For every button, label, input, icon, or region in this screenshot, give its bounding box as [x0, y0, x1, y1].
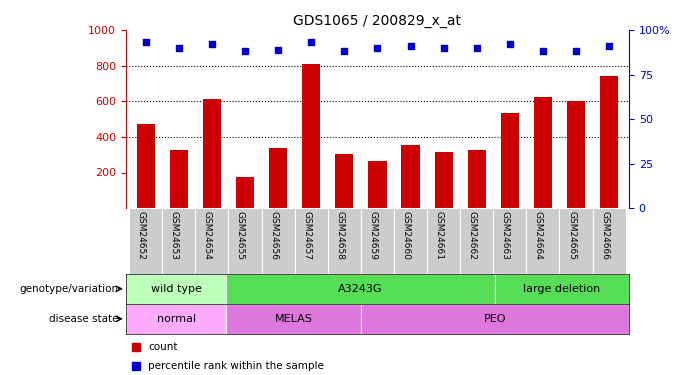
Bar — [360, 304, 629, 334]
Point — [604, 43, 615, 49]
Text: GSM24657: GSM24657 — [302, 211, 311, 260]
Bar — [534, 97, 552, 208]
Bar — [526, 208, 560, 274]
Point — [505, 41, 515, 47]
Point — [537, 48, 548, 54]
Bar — [500, 113, 519, 208]
Text: GSM24661: GSM24661 — [435, 211, 443, 260]
Bar — [328, 208, 361, 274]
Bar — [435, 152, 453, 208]
Point — [372, 45, 383, 51]
Bar — [262, 208, 294, 274]
Text: disease state: disease state — [50, 314, 119, 324]
Title: GDS1065 / 200829_x_at: GDS1065 / 200829_x_at — [293, 13, 462, 28]
Point — [239, 48, 250, 54]
Bar — [170, 150, 188, 208]
Point — [471, 45, 482, 51]
Point — [306, 39, 317, 45]
Text: GSM24654: GSM24654 — [203, 211, 212, 260]
Bar — [468, 150, 486, 208]
Text: GSM24660: GSM24660 — [401, 211, 411, 260]
Bar — [600, 76, 618, 208]
Point — [405, 43, 416, 49]
Bar — [163, 208, 195, 274]
Point — [438, 45, 449, 51]
Point — [207, 41, 218, 47]
Bar — [495, 274, 629, 304]
Bar — [401, 145, 420, 208]
Text: GSM24665: GSM24665 — [567, 211, 576, 260]
Text: A3243G: A3243G — [339, 284, 383, 294]
Text: large deletion: large deletion — [524, 284, 600, 294]
Bar — [129, 208, 163, 274]
Bar — [592, 208, 626, 274]
Bar — [228, 208, 262, 274]
Bar — [560, 208, 592, 274]
Point — [571, 48, 581, 54]
Bar — [567, 101, 585, 208]
Bar — [294, 208, 328, 274]
Text: percentile rank within the sample: percentile rank within the sample — [148, 361, 324, 370]
Text: PEO: PEO — [483, 314, 506, 324]
Bar — [427, 208, 460, 274]
Bar — [226, 274, 495, 304]
Text: normal: normal — [156, 314, 196, 324]
Bar — [361, 208, 394, 274]
Text: GSM24666: GSM24666 — [600, 211, 609, 260]
Text: MELAS: MELAS — [275, 314, 313, 324]
Text: GSM24664: GSM24664 — [534, 211, 543, 260]
Bar — [236, 177, 254, 208]
Bar — [460, 208, 493, 274]
Point — [339, 48, 350, 54]
Bar — [203, 99, 221, 208]
Bar — [126, 274, 226, 304]
Text: GSM24655: GSM24655 — [236, 211, 245, 260]
Text: wild type: wild type — [151, 284, 201, 294]
Bar — [269, 147, 287, 208]
Bar — [493, 208, 526, 274]
Point — [273, 46, 284, 53]
Bar — [226, 304, 360, 334]
Text: GSM24663: GSM24663 — [501, 211, 510, 260]
Bar — [137, 124, 155, 208]
Point — [140, 39, 151, 45]
Bar — [126, 304, 226, 334]
Text: GSM24652: GSM24652 — [137, 211, 146, 260]
Bar — [335, 154, 354, 208]
Text: GSM24656: GSM24656 — [269, 211, 278, 260]
Bar — [195, 208, 228, 274]
Text: count: count — [148, 342, 178, 352]
Bar — [369, 161, 386, 208]
Text: GSM24662: GSM24662 — [468, 211, 477, 260]
Point — [173, 45, 184, 51]
Bar — [394, 208, 427, 274]
Text: genotype/variation: genotype/variation — [20, 284, 119, 294]
Text: GSM24653: GSM24653 — [170, 211, 179, 260]
Text: GSM24659: GSM24659 — [369, 211, 377, 260]
Text: GSM24658: GSM24658 — [335, 211, 344, 260]
Bar — [302, 64, 320, 208]
